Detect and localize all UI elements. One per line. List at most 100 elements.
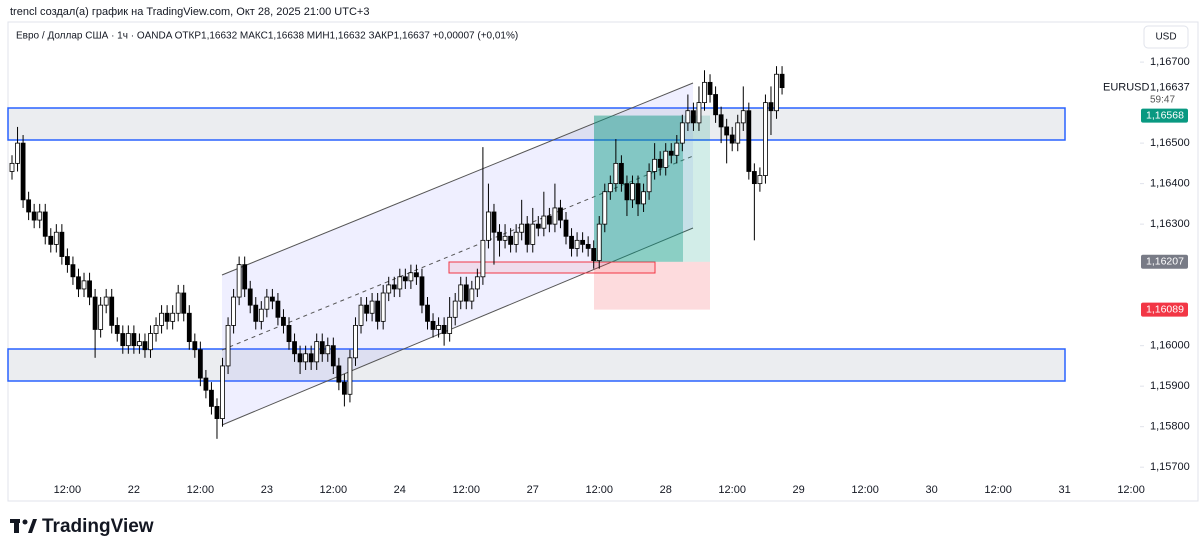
x-tick-label: 12:00 (718, 484, 746, 496)
candle-body (391, 284, 397, 290)
candle-body (59, 231, 65, 257)
candle-body (286, 325, 292, 343)
y-tick-label: 1,16300 (1150, 218, 1190, 230)
x-tick-label: 12:00 (187, 484, 215, 496)
candle-body (186, 312, 192, 343)
candle-body (175, 292, 181, 314)
candle-body (674, 142, 680, 156)
candle-body (613, 162, 619, 185)
candle-body (486, 211, 491, 241)
y-tick-label: 1,15700 (1150, 461, 1190, 473)
x-tick-label: 12:00 (851, 484, 879, 496)
y-tick-label: 1,16500 (1150, 137, 1190, 149)
x-tick-label: 12:00 (585, 484, 613, 496)
candle-body (98, 304, 104, 330)
candle-body (81, 280, 87, 290)
candle-body (264, 296, 270, 310)
candle-body (26, 199, 32, 213)
candle-body (231, 296, 237, 326)
candle-body (87, 280, 92, 298)
candle-body (214, 406, 220, 419)
candle-body (635, 183, 641, 205)
candle-body (314, 341, 320, 363)
candle-body (558, 207, 563, 221)
x-tick-label: 12:00 (54, 484, 82, 496)
candle-body (729, 134, 735, 144)
candle-body (142, 341, 148, 351)
candle-body (607, 183, 613, 193)
candle-body (463, 284, 469, 302)
candle-body (441, 325, 447, 334)
candle-body (580, 239, 586, 245)
x-tick-label: 12:00 (1117, 484, 1145, 496)
candle-body (92, 296, 98, 330)
candle-body (192, 341, 198, 351)
candle-body (436, 325, 441, 330)
candle-body (114, 325, 120, 334)
channel-line (221, 227, 694, 426)
price-badge (1141, 302, 1188, 317)
candle-body (702, 81, 707, 104)
candle-body (380, 292, 386, 322)
candle-body (751, 171, 757, 185)
x-tick-label: 27 (527, 484, 539, 496)
candle-body (563, 219, 569, 237)
candle-body (31, 211, 37, 221)
price-badge-label: 1,16207 (1146, 256, 1184, 268)
candle-body (308, 353, 314, 363)
x-tick-label: 12:00 (984, 484, 1012, 496)
candle-body (425, 304, 430, 322)
candle-body (164, 312, 170, 322)
candle-body (297, 353, 303, 363)
candle-body (718, 114, 724, 128)
box (448, 261, 656, 274)
candle-body (375, 300, 381, 322)
candle-body (508, 235, 514, 245)
candle-body (774, 73, 779, 112)
candle-body (281, 316, 286, 326)
candle-body (419, 276, 425, 306)
candle-body (76, 276, 81, 290)
candle-body (220, 365, 225, 419)
candle-body (585, 243, 591, 249)
candle-body (624, 183, 630, 201)
candle-body (125, 333, 131, 347)
zone (7, 107, 1066, 141)
candle-body (369, 300, 375, 314)
candle-body (20, 142, 26, 201)
channel-midline (221, 155, 694, 351)
candle-body (48, 235, 54, 245)
x-tick-label: 24 (394, 484, 406, 496)
candle-body (65, 256, 70, 266)
candle-body (209, 389, 214, 407)
candle-body (181, 292, 187, 314)
x-tick-label: 23 (261, 484, 273, 496)
candle-body (596, 223, 602, 261)
credit: trencl создал(а) график на TradingView.c… (10, 6, 369, 18)
candle-body (652, 158, 658, 172)
candle-body (713, 94, 718, 116)
x-tick-label: 12:00 (320, 484, 348, 496)
y-tick-label: 1,16000 (1150, 340, 1190, 352)
candle-body (530, 223, 536, 245)
candle-body (408, 272, 414, 282)
candle-body (137, 341, 142, 347)
candle-body (763, 102, 768, 176)
candle-body (768, 102, 774, 112)
candle-body (474, 276, 480, 290)
candle-body (336, 365, 342, 383)
candle-body (353, 325, 358, 359)
candle-body (602, 191, 608, 225)
candle-body (691, 110, 696, 124)
currency-button[interactable] (1143, 25, 1189, 49)
logo (10, 519, 37, 533)
y-tick-label: 1,16400 (1150, 178, 1190, 190)
candle-body (546, 215, 552, 225)
candle-body (641, 191, 646, 205)
candle-body (148, 333, 153, 351)
candle-body (513, 231, 519, 245)
candle-body (15, 142, 20, 164)
candle-body (452, 300, 458, 318)
y-tick-label: 1,16700 (1150, 56, 1190, 68)
candle-body (358, 304, 364, 326)
